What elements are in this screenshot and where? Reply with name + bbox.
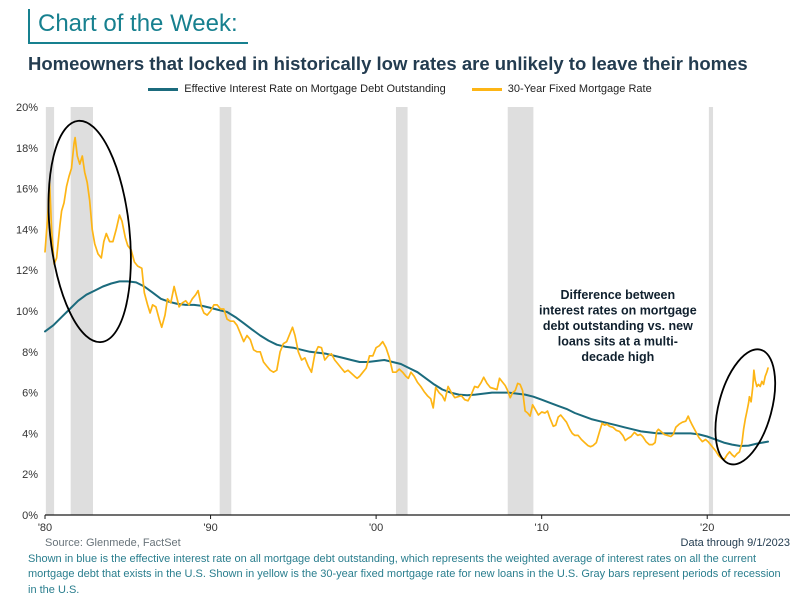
recession-band	[507, 107, 534, 515]
chart-legend: Effective Interest Rate on Mortgage Debt…	[0, 83, 800, 95]
mortgage-rates-chart: 0% 2% 4% 6% 8% 10% 12% 14% 16% 18% 20% Difference b…	[16, 102, 790, 534]
legend-item-effective-rate: Effective Interest Rate on Mortgage Debt…	[148, 83, 446, 95]
footer-meta-row: Source: Glenmede, FactSet Data through 9…	[0, 535, 800, 549]
chart-annotation-text: loans sits at a multi-	[558, 334, 678, 348]
y-axis-tick-label: 2%	[22, 469, 38, 481]
legend-label-30yr-fixed: 30-Year Fixed Mortgage Rate	[507, 83, 652, 95]
x-axis-tick-label: '20	[700, 522, 714, 534]
chart-annotation-text: debt outstanding vs. new	[543, 319, 693, 333]
x-axis-tick-label: '00	[369, 522, 383, 534]
recession-band	[708, 107, 714, 515]
y-axis-tick-label: 14%	[16, 224, 38, 236]
recession-band	[45, 107, 55, 515]
chart-annotation-text: decade high	[581, 350, 654, 364]
series-line	[44, 280, 769, 447]
series-line	[44, 136, 769, 460]
y-axis-tick-label: 20%	[16, 102, 38, 114]
highlight-ellipse	[714, 348, 777, 466]
footer-disclaimer: Shown in blue is the effective interest …	[28, 553, 781, 596]
yellow-line-swatch	[471, 87, 502, 91]
y-axis-tick-label: 0%	[22, 510, 38, 522]
header: Chart of the Week:	[0, 0, 800, 44]
blue-line-swatch	[148, 87, 179, 91]
recession-band	[70, 107, 94, 515]
y-axis-tick-label: 10%	[16, 306, 38, 318]
page-title: Homeowners that locked in historically l…	[28, 53, 748, 74]
y-axis-tick-label: 12%	[16, 265, 38, 277]
footer-source: Source: Glenmede, FactSet	[45, 537, 181, 549]
chart-annotation-text: Difference between	[561, 288, 676, 302]
footer-data-through: Data through 9/1/2023	[680, 537, 790, 549]
legend-label-effective-rate: Effective Interest Rate on Mortgage Debt…	[184, 83, 446, 95]
y-axis-tick-label: 4%	[22, 428, 38, 440]
highlight-ellipse	[47, 119, 132, 343]
y-axis-tick-label: 18%	[16, 143, 38, 155]
x-axis-tick-label: '90	[203, 522, 217, 534]
x-axis-tick-label: '10	[534, 522, 548, 534]
y-axis-tick-label: 6%	[22, 388, 38, 400]
y-axis-tick-label: 16%	[16, 184, 38, 196]
legend-item-30yr-fixed: 30-Year Fixed Mortgage Rate	[471, 83, 652, 95]
y-axis-tick-label: 8%	[22, 347, 38, 359]
chart-annotation-text: interest rates on mortgage	[539, 303, 697, 317]
recession-band	[395, 107, 408, 515]
page-kicker: Chart of the Week:	[28, 9, 248, 44]
x-axis-tick-label: '80	[38, 522, 52, 534]
